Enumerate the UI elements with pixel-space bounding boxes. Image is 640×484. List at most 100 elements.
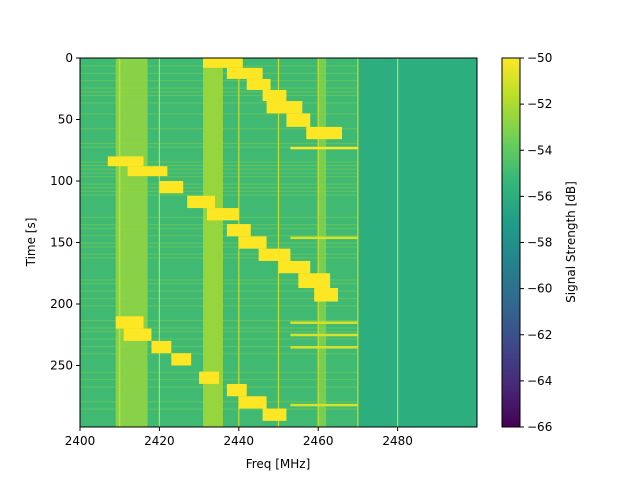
colorbar-tick-label: −54 — [527, 143, 552, 157]
colorbar-tick-label: −62 — [527, 328, 552, 342]
hop-burst — [246, 78, 271, 90]
noise-row — [80, 408, 358, 410]
hop-burst — [127, 166, 168, 177]
hop-burst — [226, 224, 251, 237]
hop-burst — [159, 181, 184, 194]
noise-row — [80, 401, 358, 403]
hop-burst — [115, 316, 144, 329]
y-tick-label: 150 — [50, 236, 73, 250]
colorbar-axis: −50 −52 −54 −56 −58 −60 −62 −64 −66 — [520, 51, 552, 434]
noise-row — [80, 80, 358, 82]
noise-row — [80, 331, 358, 333]
persistent-band — [318, 58, 327, 427]
hop-burst — [278, 260, 311, 274]
heatmap-layer — [80, 58, 477, 427]
noise-row — [80, 297, 358, 300]
noise-row — [80, 386, 358, 388]
y-tick-label: 200 — [50, 297, 73, 311]
noise-row — [80, 327, 358, 329]
noise-row — [80, 345, 358, 348]
burst-streak — [290, 146, 358, 150]
noise-row — [80, 172, 358, 174]
noise-row — [80, 242, 358, 244]
hop-burst — [258, 248, 291, 261]
hop-burst — [226, 67, 263, 79]
noise-row — [80, 235, 358, 237]
hop-burst — [123, 328, 152, 341]
x-tick-label: 2460 — [303, 434, 334, 448]
colorbar-tick-label: −66 — [527, 420, 552, 434]
x-axis-label: Freq [MHz] — [246, 457, 311, 471]
noise-row — [80, 72, 358, 74]
colorbar-tick-label: −50 — [527, 51, 552, 65]
hop-burst — [238, 236, 267, 249]
noise-row — [80, 128, 358, 130]
x-tick-label: 2400 — [65, 434, 96, 448]
hop-burst — [286, 113, 311, 127]
y-axis: 0 50 100 150 200 250 — [50, 51, 80, 373]
hop-burst — [203, 58, 243, 68]
noise-row — [80, 94, 358, 97]
persistent-band — [115, 58, 148, 427]
noise-row — [80, 257, 358, 259]
colorbar-tick-label: −64 — [527, 374, 552, 388]
colorbar-tick-label: −52 — [527, 97, 552, 111]
noise-row — [80, 279, 358, 281]
noise-row — [80, 338, 358, 340]
features-layer — [107, 58, 358, 421]
noise-row — [80, 319, 358, 322]
burst-streak — [290, 346, 358, 349]
noise-row — [80, 194, 358, 196]
noise-row — [80, 161, 358, 163]
noise-row — [80, 290, 358, 292]
x-tick-label: 2420 — [144, 434, 175, 448]
noise-row — [80, 253, 358, 255]
colorbar-tick-label: −58 — [527, 236, 552, 250]
x-tick-label: 2440 — [224, 434, 255, 448]
noise-row — [80, 91, 358, 93]
colorbar-tick-label: −56 — [527, 189, 552, 203]
noise-row — [80, 353, 358, 355]
noise-row — [80, 168, 358, 170]
noise-row — [80, 224, 358, 226]
y-tick-label: 0 — [65, 51, 73, 65]
burst-streak — [290, 321, 358, 324]
hop-burst — [187, 195, 215, 209]
hop-burst — [226, 383, 247, 397]
hop-burst — [151, 340, 172, 354]
hop-burst — [314, 288, 339, 302]
hop-burst — [238, 396, 267, 409]
noise-row — [80, 146, 358, 148]
colorbar-label: Signal Strength [dB] — [564, 181, 578, 303]
noise-row — [80, 246, 358, 248]
hop-burst — [298, 273, 331, 289]
noise-row — [80, 183, 358, 185]
noise-row — [80, 87, 358, 89]
colorbar-tick-label: −60 — [527, 282, 552, 296]
x-axis: 2400 2420 2440 2460 2480 — [65, 427, 413, 448]
noise-row — [80, 283, 358, 285]
y-tick-label: 250 — [50, 359, 73, 373]
noise-row — [80, 187, 358, 189]
hop-burst — [107, 156, 144, 167]
burst-streak — [290, 236, 358, 240]
hop-burst — [262, 89, 287, 102]
noise-row — [80, 176, 358, 178]
noise-row — [80, 142, 358, 145]
noise-row — [80, 190, 358, 193]
y-tick-label: 100 — [50, 174, 73, 188]
noise-row — [80, 102, 358, 104]
hop-burst — [306, 126, 343, 140]
noise-row — [80, 305, 358, 307]
noise-row — [80, 113, 358, 115]
x-tick-label: 2480 — [382, 434, 413, 448]
y-tick-label: 50 — [58, 113, 73, 127]
burst-streak — [290, 333, 358, 337]
hop-burst — [171, 353, 192, 366]
colorbar — [501, 57, 521, 428]
noise-row — [80, 165, 358, 167]
y-axis-label: Time [s] — [24, 218, 38, 268]
hop-burst — [262, 408, 287, 421]
persistent-band — [203, 58, 223, 427]
